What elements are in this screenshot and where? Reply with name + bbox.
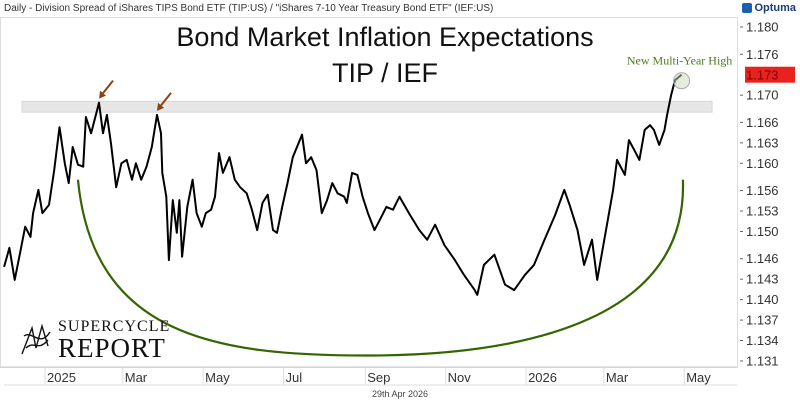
y-tick-label: 1.153 (746, 204, 779, 219)
peak-arrow-head (99, 90, 107, 99)
optuma-icon (742, 3, 753, 13)
y-tick-label: 1.156 (746, 183, 779, 198)
peak-arrow-head (157, 102, 165, 111)
x-tick-label: Sep (367, 370, 390, 385)
footer-date: 29th Apr 2026 (371, 389, 429, 399)
y-tick-label: 1.140 (746, 292, 779, 307)
x-tick-label: 2026 (528, 370, 557, 385)
y-tick-label: 1.143 (746, 272, 779, 287)
x-tick-label: Nov (448, 370, 472, 385)
y-tick-label: 1.150 (746, 224, 779, 239)
x-tick-label: Mar (125, 370, 148, 385)
y-tick-label: 1.146 (746, 251, 779, 266)
chart-title: Bond Market Inflation Expectations (176, 22, 594, 52)
y-tick-label: 1.131 (746, 353, 779, 368)
y-tick-label: 1.163 (746, 135, 779, 150)
y-tick-label: 1.170 (746, 88, 779, 103)
series-line (3, 73, 683, 296)
last-price-label: 1.173 (746, 68, 779, 83)
y-tick-label: 1.176 (746, 47, 779, 62)
logo-scribble-icon (21, 323, 51, 355)
last-price-badge (745, 66, 795, 83)
y-tick-label: 1.180 (746, 20, 779, 35)
chart-description: Daily - Division Spread of iShares TIPS … (4, 3, 494, 14)
logo-line2: REPORT (58, 333, 166, 363)
new-high-marker (673, 72, 691, 90)
y-tick-label: 1.160 (746, 156, 779, 171)
resistance-band (21, 100, 713, 113)
optuma-brand: Optuma (754, 2, 796, 14)
y-tick-label: 1.134 (746, 333, 779, 348)
x-tick-label: 2025 (47, 370, 76, 385)
logo-line1: SUPERCYCLE (58, 318, 171, 335)
chart-subtitle: TIP / IEF (331, 58, 439, 88)
x-tick-label: May (205, 370, 230, 385)
annotation-new-high: New Multi-Year High (627, 54, 732, 68)
optuma-logo: Optuma (742, 2, 796, 14)
y-tick-label: 1.137 (746, 313, 779, 328)
rounding-bottom-arc (76, 179, 685, 357)
x-tick-label: May (686, 370, 711, 385)
x-tick-label: Mar (606, 370, 629, 385)
y-tick-label: 1.166 (746, 115, 779, 130)
supercycle-report-logo: SUPERCYCLE REPORT (20, 318, 171, 363)
x-tick-label: Jul (286, 370, 303, 385)
